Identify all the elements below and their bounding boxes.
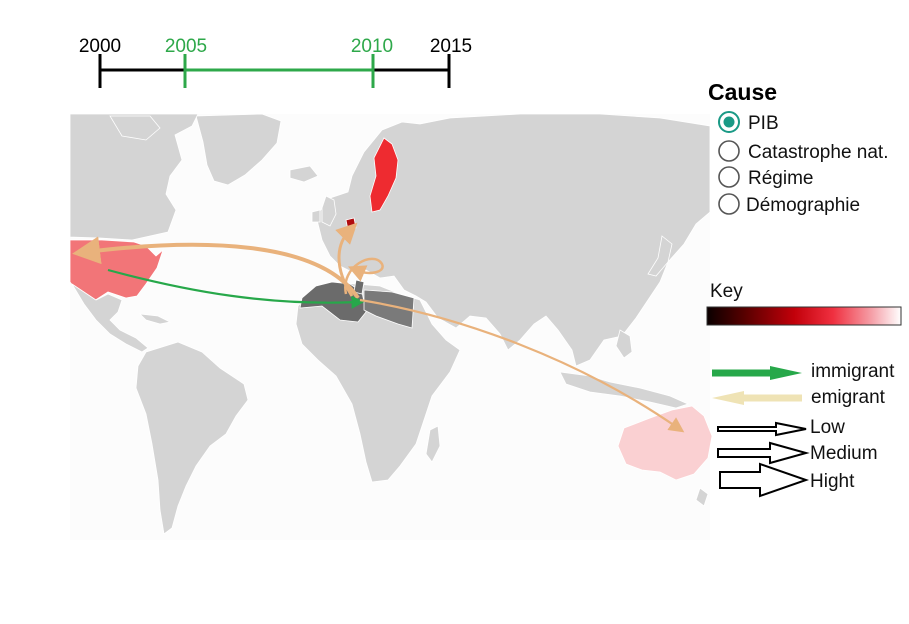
size-low-arrow-icon [717,421,807,437]
south-america-shape [135,341,249,535]
size-high-arrow-icon [719,462,810,498]
radio-button-demographie[interactable] [718,193,740,215]
north-america-shape [69,113,199,241]
africa-shape [295,281,461,483]
radio-label-regime: Régime [748,168,813,189]
australia-shape [617,405,713,481]
migration-flows [72,222,685,433]
netherlands-shape [345,217,357,231]
caribbean-shape [138,313,172,325]
timeline-label-2015: 2015 [430,36,472,57]
iceland-shape [289,165,319,183]
cause-title: Cause [708,79,777,105]
southeast-asia-islands-shape [559,371,690,409]
radio-label-pib: PIB [748,113,779,134]
timeline[interactable]: 2000 2005 2010 2015 [79,36,472,88]
key-title: Key [710,281,743,302]
radio-label-demographie: Démographie [746,195,860,216]
radio-option-regime[interactable]: Régime [718,166,813,189]
radio-dot-pib [723,116,735,128]
size-low-label: Low [810,417,845,438]
immigrant-legend-arrowhead [770,366,802,380]
size-medium-label: Medium [810,443,878,464]
ireland-shape [311,209,321,223]
timeline-label-2005: 2005 [165,36,207,57]
size-high-label: Hight [810,471,855,492]
world-map [69,113,713,540]
eurasia-shape [315,113,711,367]
philippines-shape [615,329,633,359]
madagascar-shape [425,425,441,463]
flow-legend: immigrant emigrant Low Medium Hight [712,361,895,498]
radio-option-catastrophe[interactable]: Catastrophe nat. [718,140,888,163]
flow-emigrant-to-italy [344,257,384,295]
canadian-islands-shape [109,115,161,141]
flow-immigrant-from-united-states [107,268,365,309]
japan-shape [647,235,673,277]
timeline-label-2010: 2010 [351,36,393,57]
flow-emigrant-to-united-states [72,236,360,300]
radio-option-pib[interactable]: PIB [718,111,779,134]
sweden-shape [369,137,399,213]
cause-panel: Cause PIB Catastrophe nat. Régime Démogr… [708,79,888,216]
greenland-shape [195,113,282,186]
key-gradient-bar [706,306,902,326]
libya-shape [363,289,415,329]
united-kingdom-shape [321,195,337,227]
emigrant-legend-arrowhead [712,391,744,405]
size-medium-arrow-icon [717,441,810,465]
mexico-shape [71,283,149,353]
radio-label-catastrophe: Catastrophe nat. [748,142,888,163]
flow-emigrant-to-netherlands [335,222,358,297]
immigrant-legend-label: immigrant [811,361,895,382]
emigrant-legend-label: emigrant [811,387,886,408]
radio-button-catastrophe[interactable] [718,140,740,162]
timeline-label-2000: 2000 [79,36,121,57]
radio-button-regime[interactable] [718,166,740,188]
new-zealand-shape [695,487,709,507]
radio-option-demographie[interactable]: Démographie [718,193,860,216]
color-key: Key [706,281,902,326]
flow-emigrant-to-australia [359,298,685,433]
